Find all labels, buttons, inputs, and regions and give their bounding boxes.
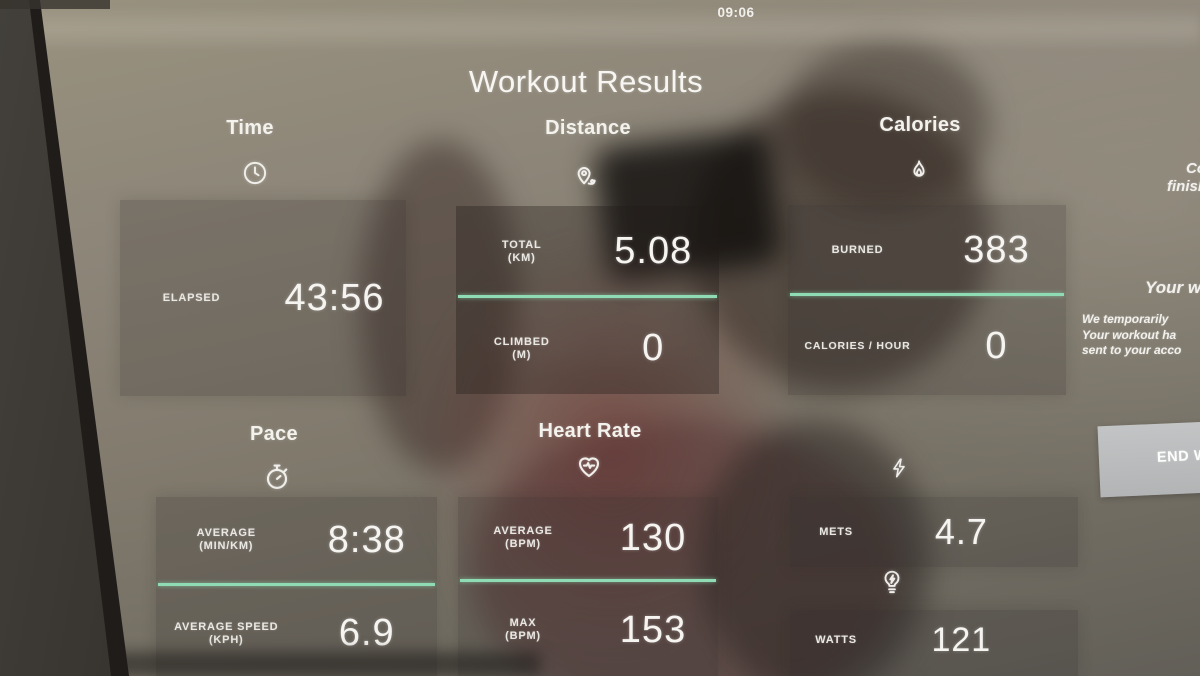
right-note-text: We temporarily Your workout ha sent to y… xyxy=(1082,312,1181,359)
calories-per-hour-row: CALORIES / HOUR 0 xyxy=(788,301,1066,391)
elapsed-value: 43:56 xyxy=(284,276,385,319)
distance-total-unit: (KM) xyxy=(507,251,536,264)
calories-section-header: Calories xyxy=(879,114,961,136)
calories-per-hour-label: CALORIES / HOUR xyxy=(804,339,911,352)
clock-icon xyxy=(242,160,269,187)
distance-climbed-value: 0 xyxy=(642,327,665,369)
heart-pulse-icon xyxy=(574,451,604,481)
mets-row: METS 4.7 xyxy=(790,497,1078,567)
watts-panel: WATTS 121 xyxy=(790,610,1078,676)
distance-panel: TOTAL (KM) 5.08 CLIMBED (M) 0 xyxy=(456,206,719,394)
hr-max-unit: (BPM) xyxy=(505,630,541,642)
green-divider xyxy=(458,295,717,298)
pace-average-unit: (MIN/KM) xyxy=(199,540,254,552)
watts-label: WATTS xyxy=(815,633,857,646)
bottom-shadow xyxy=(80,652,540,676)
distance-total-value: 5.08 xyxy=(614,230,693,272)
average-speed-row: AVERAGE SPEED (KPH) 6.9 xyxy=(156,591,437,676)
watts-value: 121 xyxy=(931,620,992,659)
average-speed-unit: (KPH) xyxy=(208,633,244,646)
green-divider xyxy=(158,583,435,586)
watts-row: WATTS 121 xyxy=(790,610,1078,670)
calories-panel: BURNED 383 CALORIES / HOUR 0 xyxy=(788,205,1066,395)
right-note-line3: sent to your acco xyxy=(1082,343,1182,357)
pace-average-label-text: AVERAGE xyxy=(196,527,256,539)
pace-average-label: AVERAGE (MIN/KM) xyxy=(156,527,297,553)
flame-icon xyxy=(906,158,932,184)
hr-max-value: 153 xyxy=(619,608,687,651)
calories-per-hour-value: 0 xyxy=(985,324,1008,367)
right-note-line1: We temporarily xyxy=(1082,312,1169,326)
mets-value: 4.7 xyxy=(934,511,988,552)
time-panel: ELAPSED 43:56 xyxy=(120,200,406,396)
reflection-dark-blob xyxy=(700,420,930,676)
calories-burned-label: BURNED xyxy=(831,243,884,256)
distance-total-label-text: TOTAL xyxy=(501,238,542,251)
top-corner-strip xyxy=(0,0,110,9)
mets-label: METS xyxy=(819,525,853,538)
heart-rate-panel: AVERAGE (BPM) 130 MAX (BPM) 153 xyxy=(458,497,718,676)
calories-burned-row: BURNED 383 xyxy=(788,205,1066,295)
distance-total-row: TOTAL (KM) 5.08 xyxy=(456,206,719,297)
heart-rate-section-header: Heart Rate xyxy=(538,420,642,442)
hr-average-row: AVERAGE (BPM) 130 xyxy=(458,497,718,579)
time-section-header: Time xyxy=(226,117,274,139)
distance-climbed-row: CLIMBED (M) 0 xyxy=(456,303,719,394)
hr-average-unit: (BPM) xyxy=(505,538,541,550)
pace-average-value: 8:38 xyxy=(327,518,406,561)
hr-max-row: MAX (BPM) 153 xyxy=(458,587,718,673)
page-title: Workout Results xyxy=(468,64,704,99)
green-divider xyxy=(460,579,716,582)
stopwatch-icon xyxy=(262,462,292,492)
lightning-bolt-icon xyxy=(888,457,910,479)
distance-total-label: TOTAL (KM) xyxy=(456,239,588,265)
average-speed-label: AVERAGE SPEED (KPH) xyxy=(156,621,297,647)
average-speed-label-text: AVERAGE SPEED xyxy=(174,620,279,633)
pace-average-row: AVERAGE (MIN/KM) 8:38 xyxy=(156,497,437,583)
elapsed-label: ELAPSED xyxy=(162,291,221,304)
elapsed-row: ELAPSED 43:56 xyxy=(120,200,406,396)
map-pin-route-icon xyxy=(573,160,601,188)
calories-burned-value: 383 xyxy=(963,228,1030,271)
end-workout-button[interactable]: END W xyxy=(1097,421,1200,498)
hr-max-label-text: MAX xyxy=(509,617,537,629)
status-bar-clock: 09:06 xyxy=(717,5,755,20)
hr-max-label: MAX (BPM) xyxy=(458,617,588,643)
right-heading-fragment: Your wo xyxy=(1145,278,1200,297)
green-divider xyxy=(790,293,1064,296)
average-speed-value: 6.9 xyxy=(338,612,395,654)
pace-panel: AVERAGE (MIN/KM) 8:38 AVERAGE SPEED (KPH… xyxy=(156,497,437,676)
distance-climbed-label: CLIMBED (M) xyxy=(456,336,588,362)
mets-panel: METS 4.7 xyxy=(790,497,1078,567)
distance-section-header: Distance xyxy=(545,117,631,139)
right-text-fragment-2: finish xyxy=(1167,178,1200,195)
hr-average-label-text: AVERAGE xyxy=(493,525,553,537)
right-note-line2: Your workout ha xyxy=(1082,327,1177,342)
distance-climbed-label-text: CLIMBED xyxy=(493,335,550,348)
top-light-band xyxy=(0,10,1200,48)
right-text-fragment-1: Co xyxy=(1186,160,1200,177)
pace-section-header: Pace xyxy=(250,423,298,445)
hr-average-value: 130 xyxy=(619,516,687,559)
hr-average-label: AVERAGE (BPM) xyxy=(458,525,588,551)
distance-climbed-unit: (M) xyxy=(512,348,532,361)
end-workout-button-label: END W xyxy=(1156,447,1200,466)
bulb-bolt-icon xyxy=(879,569,906,596)
